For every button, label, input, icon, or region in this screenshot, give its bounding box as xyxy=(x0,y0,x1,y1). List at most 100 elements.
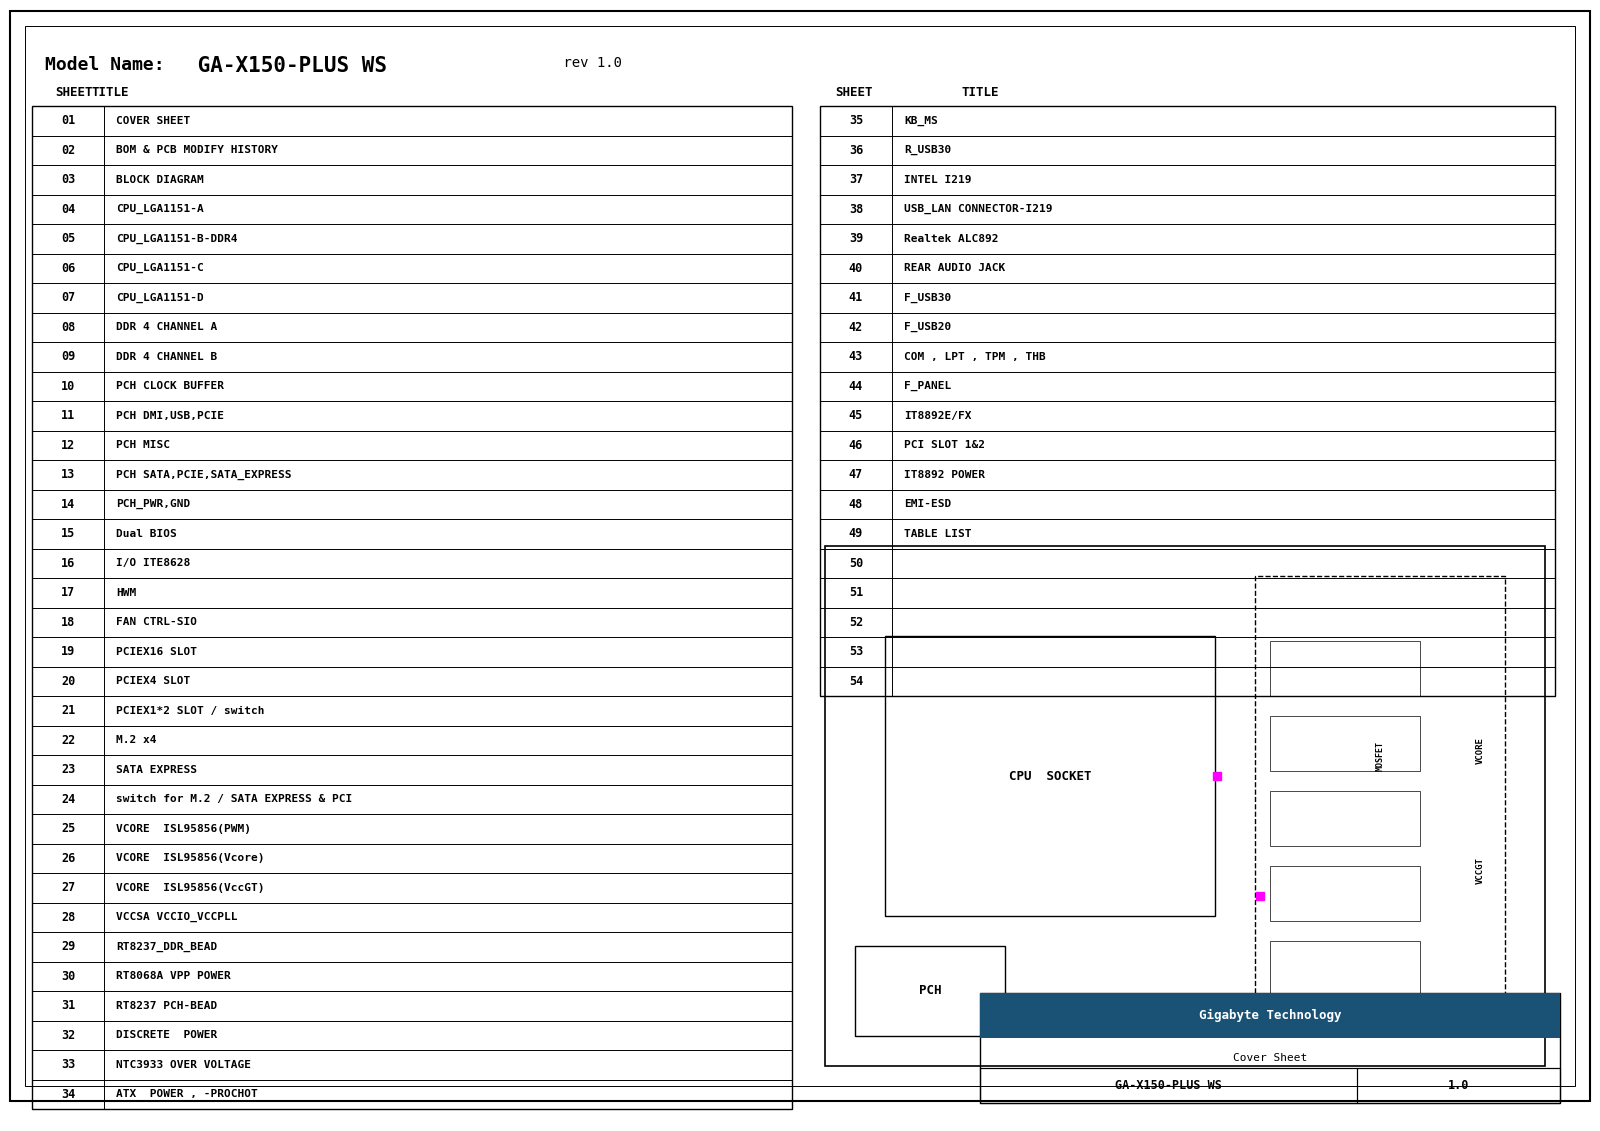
Text: 47: 47 xyxy=(850,468,862,482)
Text: 38: 38 xyxy=(850,202,862,216)
Bar xyxy=(885,636,1214,916)
Text: Realtek ALC892: Realtek ALC892 xyxy=(904,234,998,244)
Text: 28: 28 xyxy=(61,910,75,924)
Text: 49: 49 xyxy=(850,527,862,541)
Text: 46: 46 xyxy=(850,439,862,451)
Text: PCI SLOT 1&2: PCI SLOT 1&2 xyxy=(904,440,986,450)
Text: REAR AUDIO JACK: REAR AUDIO JACK xyxy=(904,264,1005,274)
Text: 22: 22 xyxy=(61,734,75,746)
Text: KB_MS: KB_MS xyxy=(904,115,938,126)
Text: CPU_LGA1151-A: CPU_LGA1151-A xyxy=(117,204,203,215)
Text: TITLE: TITLE xyxy=(962,86,998,100)
Text: 31: 31 xyxy=(61,1000,75,1012)
Text: ATX  POWER , -PROCHOT: ATX POWER , -PROCHOT xyxy=(117,1089,258,1099)
Text: 41: 41 xyxy=(850,292,862,304)
Bar xyxy=(826,546,1546,1067)
Bar xyxy=(1270,866,1421,921)
Text: F_USB30: F_USB30 xyxy=(904,293,952,303)
Text: PCH CLOCK BUFFER: PCH CLOCK BUFFER xyxy=(117,381,224,391)
Bar xyxy=(1270,641,1421,696)
Bar xyxy=(979,1068,1357,1103)
Text: BLOCK DIAGRAM: BLOCK DIAGRAM xyxy=(117,175,203,184)
Text: 43: 43 xyxy=(850,351,862,363)
Text: RT8068A VPP POWER: RT8068A VPP POWER xyxy=(117,972,230,982)
Text: 15: 15 xyxy=(61,527,75,541)
Text: DDR 4 CHANNEL A: DDR 4 CHANNEL A xyxy=(117,322,218,333)
Text: 04: 04 xyxy=(61,202,75,216)
Text: 12: 12 xyxy=(61,439,75,451)
Text: 17: 17 xyxy=(61,586,75,599)
Bar xyxy=(979,993,1560,1038)
Text: 48: 48 xyxy=(850,498,862,511)
Text: CPU_LGA1151-D: CPU_LGA1151-D xyxy=(117,293,203,303)
Text: Model Name:: Model Name: xyxy=(45,57,165,74)
Text: Cover Sheet: Cover Sheet xyxy=(1234,1053,1307,1063)
Text: RT8237_DDR_BEAD: RT8237_DDR_BEAD xyxy=(117,942,218,952)
Text: switch for M.2 / SATA EXPRESS & PCI: switch for M.2 / SATA EXPRESS & PCI xyxy=(117,794,352,804)
Text: Gigabyte Technology: Gigabyte Technology xyxy=(1198,1009,1341,1022)
Text: BOM & PCB MODIFY HISTORY: BOM & PCB MODIFY HISTORY xyxy=(117,145,278,155)
Bar xyxy=(1270,716,1421,771)
Text: 36: 36 xyxy=(850,144,862,157)
Text: 32: 32 xyxy=(61,1029,75,1042)
Text: TABLE LIST: TABLE LIST xyxy=(904,529,971,538)
Text: PCIEX4 SLOT: PCIEX4 SLOT xyxy=(117,676,190,687)
Text: 06: 06 xyxy=(61,261,75,275)
Text: 50: 50 xyxy=(850,556,862,570)
Text: 1.0: 1.0 xyxy=(1448,1079,1469,1093)
Text: TITLE: TITLE xyxy=(91,86,128,100)
Text: R_USB30: R_USB30 xyxy=(904,145,952,155)
Text: 16: 16 xyxy=(61,556,75,570)
Text: PCH_PWR,GND: PCH_PWR,GND xyxy=(117,499,190,509)
Text: SHEET: SHEET xyxy=(54,86,93,100)
Text: DDR 4 CHANNEL B: DDR 4 CHANNEL B xyxy=(117,352,218,362)
Text: 03: 03 xyxy=(61,173,75,187)
Text: 24: 24 xyxy=(61,793,75,805)
Text: 40: 40 xyxy=(850,261,862,275)
Text: 19: 19 xyxy=(61,646,75,658)
Text: 42: 42 xyxy=(850,321,862,334)
Text: 35: 35 xyxy=(850,114,862,128)
Text: 39: 39 xyxy=(850,232,862,245)
Text: 11: 11 xyxy=(61,409,75,422)
Text: VCORE: VCORE xyxy=(1475,737,1485,765)
Text: SHEET: SHEET xyxy=(835,86,872,100)
Text: EMI-ESD: EMI-ESD xyxy=(904,499,952,509)
Text: 08: 08 xyxy=(61,321,75,334)
Text: 52: 52 xyxy=(850,615,862,629)
Text: 21: 21 xyxy=(61,705,75,717)
Text: 51: 51 xyxy=(850,586,862,599)
Bar xyxy=(1357,1068,1560,1103)
Text: rev 1.0: rev 1.0 xyxy=(555,57,622,70)
Text: COM , LPT , TPM , THB: COM , LPT , TPM , THB xyxy=(904,352,1046,362)
Text: CPU  SOCKET: CPU SOCKET xyxy=(1008,769,1091,783)
Text: PCIEX16 SLOT: PCIEX16 SLOT xyxy=(117,647,197,657)
Text: PCH MISC: PCH MISC xyxy=(117,440,170,450)
Text: USB_LAN CONNECTOR-I219: USB_LAN CONNECTOR-I219 xyxy=(904,204,1053,215)
Text: MOSFET: MOSFET xyxy=(1376,741,1384,771)
Text: F_PANEL: F_PANEL xyxy=(904,381,952,391)
Text: NTC3933 OVER VOLTAGE: NTC3933 OVER VOLTAGE xyxy=(117,1060,251,1070)
Text: CPU_LGA1151-C: CPU_LGA1151-C xyxy=(117,264,203,274)
Text: 30: 30 xyxy=(61,969,75,983)
Text: Dual BIOS: Dual BIOS xyxy=(117,529,176,538)
Bar xyxy=(32,106,792,1110)
Bar xyxy=(819,106,1555,696)
Text: GA-X150-PLUS WS: GA-X150-PLUS WS xyxy=(1115,1079,1222,1093)
Text: 34: 34 xyxy=(61,1088,75,1100)
Text: PCIEX1*2 SLOT / switch: PCIEX1*2 SLOT / switch xyxy=(117,706,264,716)
Text: VCORE  ISL95856(Vcore): VCORE ISL95856(Vcore) xyxy=(117,853,264,863)
Text: 10: 10 xyxy=(61,380,75,392)
Text: 13: 13 xyxy=(61,468,75,482)
Text: SATA EXPRESS: SATA EXPRESS xyxy=(117,765,197,775)
Text: HWM: HWM xyxy=(117,588,136,598)
Text: 01: 01 xyxy=(61,114,75,128)
Bar xyxy=(854,946,1005,1036)
Text: 23: 23 xyxy=(61,763,75,776)
Text: GA-X150-PLUS WS: GA-X150-PLUS WS xyxy=(186,57,387,76)
Text: VCCGT: VCCGT xyxy=(1475,857,1485,884)
Text: VCCSA VCCIO_VCCPLL: VCCSA VCCIO_VCCPLL xyxy=(117,912,237,923)
Text: 20: 20 xyxy=(61,675,75,688)
Text: 05: 05 xyxy=(61,232,75,245)
Text: FAN CTRL-SIO: FAN CTRL-SIO xyxy=(117,618,197,628)
